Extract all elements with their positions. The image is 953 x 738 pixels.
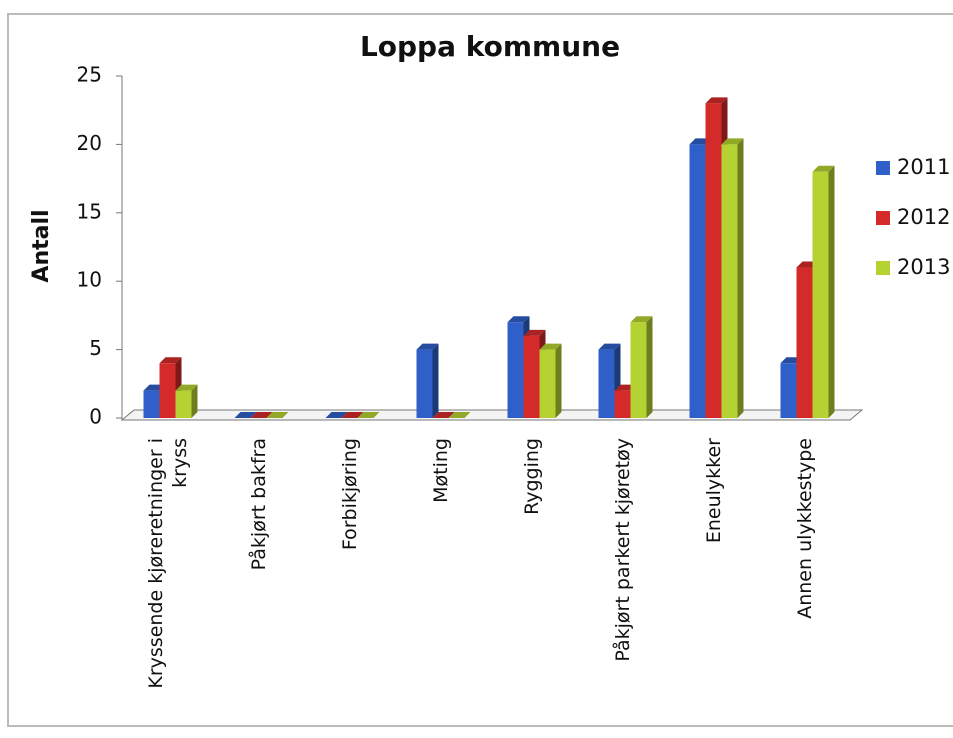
bar-top bbox=[448, 412, 471, 418]
bar-top bbox=[159, 357, 182, 364]
bar-front bbox=[507, 322, 524, 418]
bar-front bbox=[539, 349, 556, 418]
y-tick-label: 5 bbox=[89, 336, 102, 360]
bar-top bbox=[705, 97, 728, 104]
bar-front bbox=[175, 390, 192, 418]
chart-title: Loppa kommune bbox=[360, 30, 620, 63]
bar-front bbox=[614, 390, 631, 418]
legend-label: 2011 bbox=[897, 155, 950, 179]
bar bbox=[250, 412, 273, 418]
bar bbox=[539, 343, 562, 418]
floor bbox=[120, 409, 864, 421]
bar bbox=[341, 412, 364, 418]
bar-top bbox=[523, 329, 546, 336]
bar bbox=[721, 138, 744, 418]
bar-side bbox=[828, 165, 835, 418]
bar-side bbox=[737, 138, 744, 418]
bar-side bbox=[555, 343, 562, 418]
bar-front bbox=[689, 144, 706, 418]
bar-top bbox=[630, 316, 653, 323]
x-tick-label: Påkjørt parkert kjøretøy bbox=[611, 438, 634, 662]
bar-top bbox=[812, 165, 835, 172]
bar-front bbox=[143, 390, 160, 418]
bar-top bbox=[234, 412, 257, 418]
bar-top bbox=[175, 384, 198, 391]
bar-top bbox=[266, 412, 289, 418]
x-tick-label: Annen ulykkestype bbox=[793, 438, 816, 619]
bar-front bbox=[721, 144, 738, 418]
bar-front bbox=[796, 267, 813, 418]
bar-side bbox=[191, 384, 198, 418]
bar-side bbox=[646, 316, 653, 418]
bar bbox=[630, 316, 653, 418]
y-axis-label: Antall bbox=[29, 209, 54, 282]
frame bbox=[7, 13, 953, 727]
bar bbox=[175, 384, 198, 418]
bar bbox=[357, 412, 380, 418]
bar-top bbox=[432, 412, 455, 418]
x-tick-label: Eneulykker bbox=[702, 438, 725, 544]
legend-label: 2013 bbox=[897, 255, 950, 279]
bar bbox=[432, 412, 455, 418]
bar-front bbox=[416, 349, 433, 418]
bar-top bbox=[357, 412, 380, 418]
x-tick-label: Forbikjøring bbox=[338, 438, 361, 551]
bar bbox=[325, 412, 348, 418]
y-tick-label: 15 bbox=[77, 199, 102, 223]
legend-label: 2012 bbox=[897, 205, 950, 229]
bar-top bbox=[325, 412, 348, 418]
y-tick-label: 25 bbox=[77, 63, 102, 87]
bar bbox=[812, 165, 835, 418]
bar-top bbox=[341, 412, 364, 418]
bar-side bbox=[432, 343, 439, 418]
bar-front bbox=[598, 349, 615, 418]
bar-top bbox=[539, 343, 562, 350]
bar-front bbox=[159, 363, 176, 418]
x-tick-label: Møting bbox=[429, 438, 452, 503]
bar-front bbox=[780, 363, 797, 418]
bar-top bbox=[598, 343, 621, 350]
bar-front bbox=[705, 103, 722, 419]
bar bbox=[234, 412, 257, 418]
x-tick-label: Rygging bbox=[520, 438, 543, 515]
bar-front bbox=[523, 335, 540, 418]
legend-swatch bbox=[876, 161, 890, 175]
bar bbox=[266, 412, 289, 418]
bar-front bbox=[812, 171, 829, 418]
bar-top bbox=[250, 412, 273, 418]
x-tick-label: Kryssende kjøreretninger i kryss bbox=[144, 438, 191, 689]
x-tick-label: Påkjørt bakfra bbox=[247, 438, 270, 571]
y-tick-label: 10 bbox=[77, 268, 102, 292]
y-tick-label: 20 bbox=[77, 131, 102, 155]
y-tick-label: 0 bbox=[89, 405, 102, 429]
bar-top bbox=[416, 343, 439, 350]
bar bbox=[416, 343, 439, 418]
legend-swatch bbox=[876, 261, 890, 275]
bar bbox=[448, 412, 471, 418]
legend-swatch bbox=[876, 211, 890, 225]
bar-front bbox=[630, 322, 647, 418]
bar-top bbox=[721, 138, 744, 145]
bar-top bbox=[507, 316, 530, 323]
